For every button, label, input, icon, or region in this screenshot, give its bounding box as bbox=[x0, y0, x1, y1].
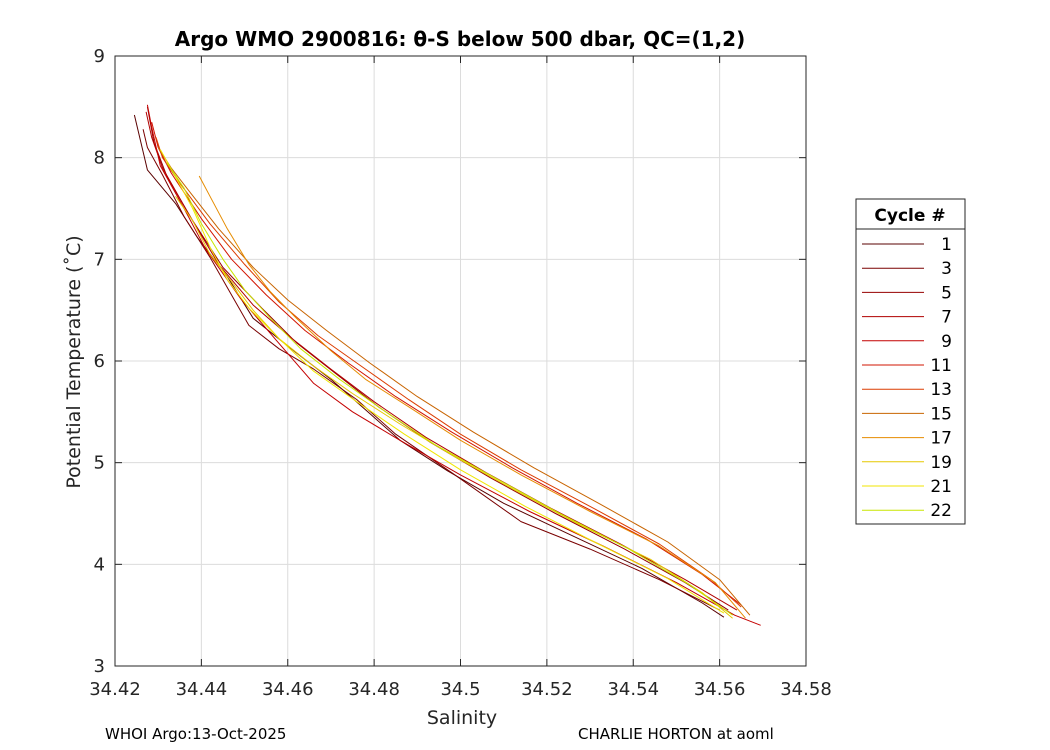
legend-label-cycle-7: 7 bbox=[941, 308, 952, 328]
x-axis-label: Salinity bbox=[427, 707, 497, 729]
legend-label-cycle-5: 5 bbox=[941, 283, 952, 303]
series-line-cycle-15 bbox=[157, 147, 751, 616]
series-line-cycle-13 bbox=[155, 137, 742, 608]
legend-label-cycle-11: 11 bbox=[930, 356, 952, 376]
legend-label-cycle-13: 13 bbox=[930, 380, 952, 400]
legend-label-cycle-22: 22 bbox=[930, 501, 952, 521]
series-line-cycle-17 bbox=[198, 175, 746, 619]
legend-label-cycle-1: 1 bbox=[941, 235, 952, 255]
x-tick-label: 34.52 bbox=[521, 679, 573, 700]
legend-label-cycle-19: 19 bbox=[930, 453, 952, 473]
y-tick-label: 3 bbox=[94, 656, 105, 677]
axis-ticks: 34.42 34.44 34.46 34.48 34.5 34.52 34.54 34.56 3… bbox=[89, 46, 832, 700]
y-tick-label: 9 bbox=[94, 46, 105, 67]
legend-label-cycle-21: 21 bbox=[930, 477, 952, 497]
legend-title: Cycle # bbox=[874, 206, 945, 226]
legend-label-cycle-3: 3 bbox=[941, 259, 952, 279]
x-tick-label: 34.44 bbox=[176, 679, 228, 700]
legend-box bbox=[855, 198, 966, 525]
series-line-cycle-7 bbox=[145, 111, 738, 611]
y-tick-label: 5 bbox=[94, 453, 105, 474]
x-tick-label: 34.42 bbox=[89, 679, 141, 700]
y-axis-label: Potential Temperature (˚C) bbox=[63, 235, 85, 488]
x-tick-label: 34.58 bbox=[780, 679, 832, 700]
legend-label-cycle-15: 15 bbox=[930, 404, 952, 424]
y-tick-label: 4 bbox=[94, 554, 105, 575]
chart-title: Argo WMO 2900816: θ-S below 500 dbar, QC… bbox=[175, 27, 745, 51]
x-tick-label: 34.56 bbox=[694, 679, 746, 700]
footer-operator: CHARLIE HORTON at aoml bbox=[578, 725, 774, 743]
x-tick-label: 34.54 bbox=[607, 679, 659, 700]
legend-label-cycle-9: 9 bbox=[941, 332, 952, 352]
legend-label-cycle-17: 17 bbox=[930, 429, 952, 449]
y-tick-label: 8 bbox=[94, 148, 105, 169]
series-line-cycle-21 bbox=[159, 149, 725, 614]
x-tick-label: 34.5 bbox=[440, 679, 480, 700]
series-line-cycle-3 bbox=[142, 129, 720, 611]
x-tick-label: 34.46 bbox=[262, 679, 314, 700]
footer-source: WHOI Argo:13-Oct-2025 bbox=[105, 725, 287, 743]
series-lines bbox=[133, 104, 761, 626]
y-tick-label: 7 bbox=[94, 249, 105, 270]
y-tick-label: 6 bbox=[94, 351, 105, 372]
x-tick-label: 34.48 bbox=[348, 679, 400, 700]
series-line-cycle-22 bbox=[166, 162, 733, 616]
